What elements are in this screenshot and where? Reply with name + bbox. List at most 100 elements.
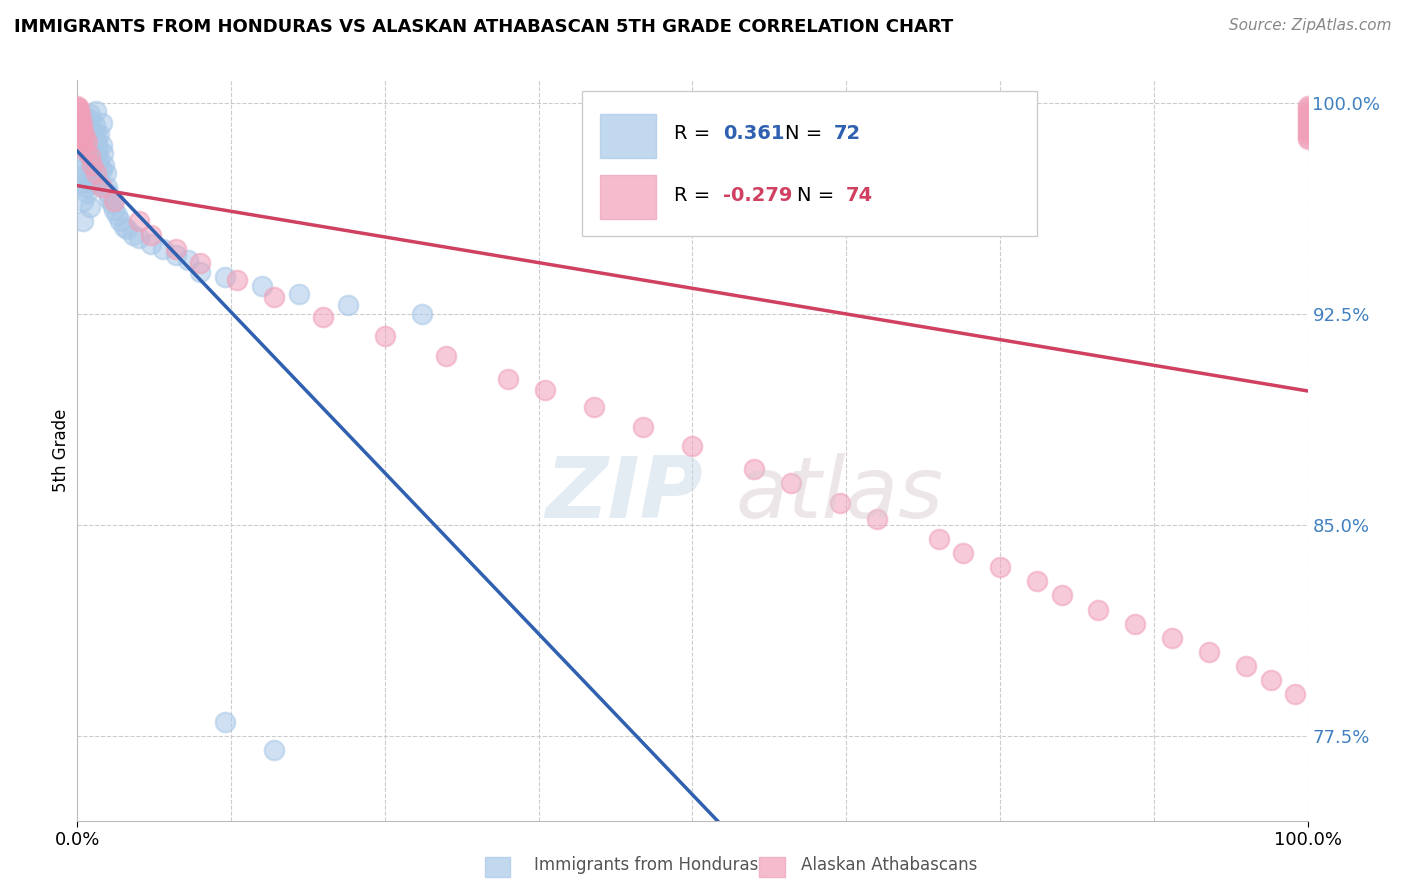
Point: [84, 178, 107, 192]
Point: [69, 107, 91, 121]
Point: [1296, 124, 1319, 138]
Point: [830, 495, 852, 509]
Point: [1050, 589, 1073, 603]
Point: [77, 146, 100, 161]
Point: [75, 158, 97, 172]
Point: [66, 104, 89, 119]
Text: 72: 72: [834, 124, 860, 143]
Point: [80, 163, 103, 178]
Point: [89, 127, 111, 141]
Point: [67, 118, 90, 132]
Point: [84, 166, 107, 180]
Text: atlas: atlas: [735, 453, 943, 536]
Point: [952, 546, 974, 560]
Point: [128, 214, 150, 228]
Point: [263, 743, 285, 757]
Text: ZIP: ZIP: [546, 453, 703, 536]
Point: [90, 115, 114, 129]
Point: [112, 219, 135, 234]
FancyBboxPatch shape: [600, 175, 655, 219]
Point: [534, 383, 557, 397]
Point: [374, 329, 396, 343]
Point: [214, 715, 236, 730]
Point: [103, 194, 125, 209]
Text: Immigrants from Honduras: Immigrants from Honduras: [534, 855, 759, 873]
Point: [1296, 118, 1319, 132]
Point: [1296, 110, 1319, 124]
Point: [436, 349, 458, 363]
Point: [90, 180, 114, 194]
Point: [82, 158, 104, 172]
Point: [177, 253, 200, 268]
Point: [76, 166, 98, 180]
Point: [98, 192, 121, 206]
Point: [121, 228, 143, 243]
Point: [76, 186, 98, 200]
Point: [214, 270, 236, 285]
Point: [75, 180, 97, 194]
Point: [73, 110, 96, 124]
Point: [1260, 673, 1282, 687]
Text: N =: N =: [797, 186, 841, 205]
Point: [82, 155, 104, 169]
Point: [83, 169, 105, 183]
Point: [66, 112, 89, 127]
Point: [82, 129, 104, 144]
Point: [75, 129, 97, 144]
Point: [780, 475, 803, 490]
Text: -0.279: -0.279: [723, 186, 793, 205]
Point: [84, 104, 107, 119]
Point: [67, 110, 90, 124]
Point: [633, 419, 655, 434]
Point: [79, 152, 101, 166]
Point: [94, 166, 117, 180]
Point: [72, 124, 94, 138]
Point: [66, 107, 89, 121]
Point: [337, 298, 360, 312]
Point: [82, 175, 104, 189]
Point: [91, 146, 114, 161]
Text: 0.361: 0.361: [723, 124, 785, 143]
Point: [72, 138, 94, 153]
FancyBboxPatch shape: [600, 113, 655, 158]
Point: [226, 273, 249, 287]
Point: [86, 161, 108, 175]
Point: [1026, 574, 1049, 589]
Point: [312, 310, 335, 324]
Point: [496, 372, 519, 386]
Point: [90, 138, 114, 153]
FancyBboxPatch shape: [582, 91, 1038, 235]
Point: [79, 175, 101, 189]
Point: [1125, 616, 1147, 631]
Point: [84, 152, 107, 166]
Point: [79, 129, 101, 144]
Point: [66, 102, 89, 116]
Text: IMMIGRANTS FROM HONDURAS VS ALASKAN ATHABASCAN 5TH GRADE CORRELATION CHART: IMMIGRANTS FROM HONDURAS VS ALASKAN ATHA…: [14, 18, 953, 36]
Point: [76, 135, 98, 149]
Point: [1296, 107, 1319, 121]
Point: [101, 197, 124, 211]
Point: [66, 118, 89, 132]
Point: [115, 222, 138, 236]
Point: [83, 144, 105, 158]
Point: [72, 194, 94, 209]
Point: [73, 129, 96, 144]
Point: [188, 265, 212, 279]
Point: [66, 121, 89, 136]
Point: [70, 132, 93, 146]
Text: R =: R =: [673, 186, 717, 205]
Point: [72, 152, 94, 166]
Point: [93, 158, 115, 172]
Point: [67, 102, 90, 116]
Point: [84, 127, 107, 141]
Point: [1296, 121, 1319, 136]
Text: 74: 74: [846, 186, 873, 205]
Point: [82, 124, 104, 138]
Point: [1296, 115, 1319, 129]
Point: [141, 228, 163, 243]
Point: [866, 512, 889, 526]
Point: [110, 214, 132, 228]
Point: [70, 127, 93, 141]
Point: [66, 127, 89, 141]
Text: N =: N =: [785, 124, 828, 143]
